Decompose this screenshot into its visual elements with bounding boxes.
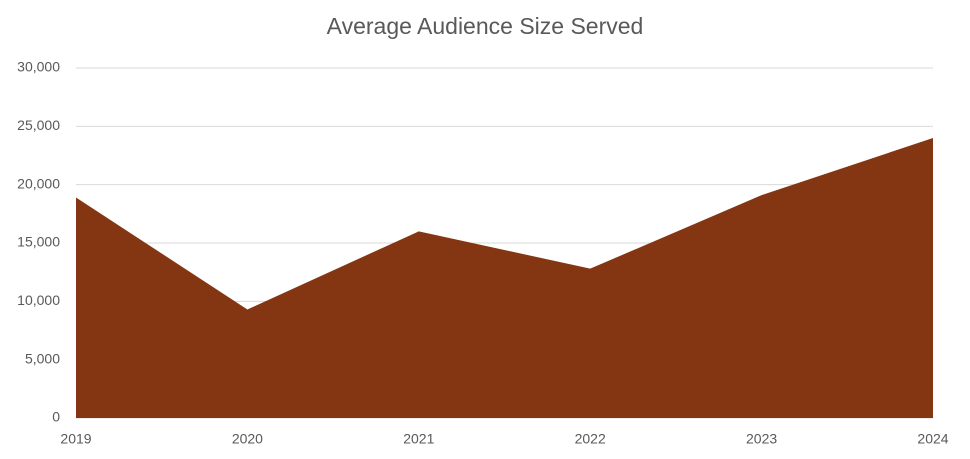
x-tick-label: 2024 bbox=[917, 431, 948, 447]
x-tick-label: 2019 bbox=[60, 431, 91, 447]
x-tick-label: 2021 bbox=[403, 431, 434, 447]
y-tick-label: 25,000 bbox=[17, 117, 60, 133]
chart-title: Average Audience Size Served bbox=[327, 13, 644, 39]
x-tick-label: 2022 bbox=[575, 431, 606, 447]
y-tick-label: 10,000 bbox=[17, 292, 60, 308]
x-tick-label: 2020 bbox=[232, 431, 263, 447]
y-tick-label: 5,000 bbox=[25, 350, 60, 366]
x-tick-label: 2023 bbox=[746, 431, 777, 447]
y-tick-label: 0 bbox=[52, 409, 60, 425]
area bbox=[76, 138, 933, 418]
y-tick-label: 20,000 bbox=[17, 175, 60, 191]
y-tick-label: 15,000 bbox=[17, 234, 60, 250]
y-tick-label: 30,000 bbox=[17, 59, 60, 75]
